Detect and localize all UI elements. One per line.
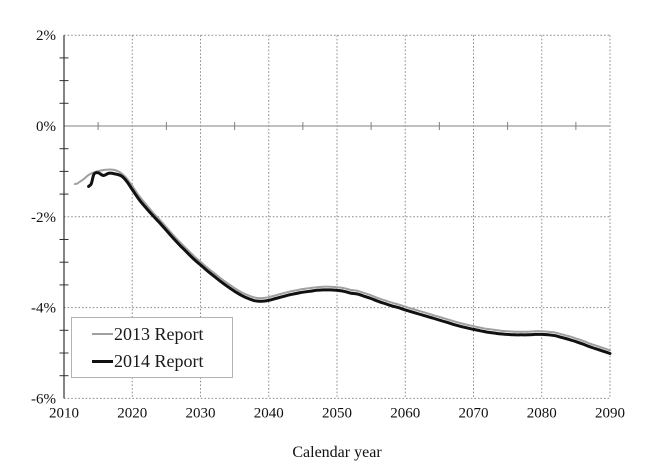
x-tick-label: 2050 (322, 405, 352, 421)
x-axis-title: Calendar year (292, 444, 382, 461)
y-tick-label: -6% (31, 391, 56, 407)
tick-labels: 2% 0% -2% -4% -6%2010 2020 2030 2040 2050 2060 207… (31, 28, 625, 421)
legend-item-2013: 2013 Report (92, 323, 232, 345)
x-tick-label: 2040 (254, 405, 284, 421)
series-line-2014-report (87, 171, 612, 355)
data-series-lines (73, 168, 612, 355)
x-tick-label: 2030 (186, 405, 216, 421)
axes (59, 35, 610, 399)
legend-label-2013: 2013 Report (114, 324, 204, 344)
y-tick-label: -4% (31, 301, 56, 317)
legend-line-sample-2014 (92, 359, 113, 363)
series-line-2013-report (73, 168, 611, 352)
x-tick-label: 2020 (117, 405, 147, 421)
legend-label-2014: 2014 Report (114, 351, 204, 371)
x-tick-label: 2090 (595, 405, 625, 421)
x-tick-label: 2080 (527, 405, 557, 421)
x-tick-label: 2060 (390, 405, 420, 421)
x-tick-label: 2070 (459, 405, 489, 421)
y-tick-label: -2% (31, 210, 56, 226)
y-tick-label: 0% (36, 119, 56, 135)
legend-item-2014: 2014 Report (92, 350, 232, 372)
y-tick-label: 2% (36, 28, 56, 44)
x-tick-label: 2010 (49, 405, 79, 421)
legend: 2013 Report 2014 Report (71, 317, 233, 378)
legend-line-sample-2013 (92, 333, 113, 335)
